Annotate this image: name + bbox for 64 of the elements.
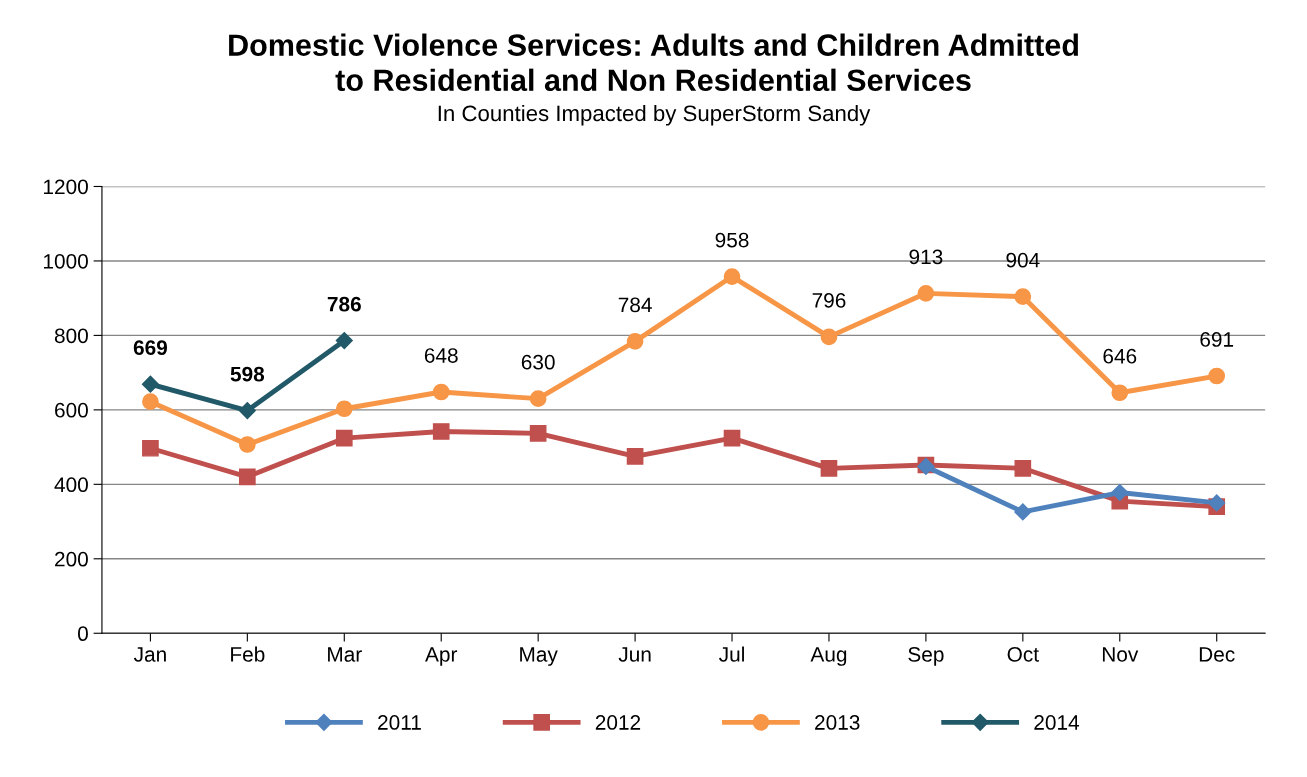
x-tick-label: Feb bbox=[231, 646, 265, 662]
legend-label: 2011 bbox=[378, 715, 421, 730]
x-tick-label: Mar bbox=[328, 647, 362, 662]
point bbox=[335, 400, 353, 418]
data-label: 630 bbox=[521, 354, 555, 370]
data-label: 958 bbox=[715, 232, 749, 248]
point bbox=[1014, 459, 1032, 477]
point bbox=[432, 423, 450, 440]
data-label: 784 bbox=[618, 297, 652, 313]
point bbox=[142, 439, 159, 457]
data-label: 913 bbox=[909, 249, 943, 265]
point bbox=[723, 429, 741, 447]
x-tick-label: Jan bbox=[133, 647, 166, 662]
point bbox=[1208, 367, 1226, 385]
point bbox=[432, 383, 450, 401]
point bbox=[1014, 503, 1032, 521]
point bbox=[723, 268, 741, 285]
point bbox=[141, 375, 159, 393]
chart-subtitle: In Counties Impacted by SuperStorm Sandy bbox=[438, 104, 871, 126]
data-label: 648 bbox=[424, 348, 458, 363]
point bbox=[238, 402, 256, 420]
point bbox=[239, 436, 256, 453]
point bbox=[626, 448, 644, 465]
x-tick-label: Sep bbox=[908, 647, 944, 666]
data-label: 786 bbox=[327, 296, 361, 312]
point bbox=[335, 332, 353, 350]
point bbox=[1111, 384, 1129, 402]
x-tick-label: Dec bbox=[1199, 647, 1235, 662]
data-label: 691 bbox=[1200, 332, 1234, 347]
data-label: 598 bbox=[230, 366, 265, 382]
y-tick-label: 600 bbox=[55, 402, 88, 418]
legend-label: 2014 bbox=[1034, 715, 1080, 730]
data-label: 646 bbox=[1103, 348, 1137, 364]
point bbox=[917, 284, 935, 302]
chart-title: Domestic Violence Services: Adults and Children Admitted to Residential and Non Residential Services bbox=[229, 33, 1078, 92]
point bbox=[529, 424, 547, 442]
data-label: 669 bbox=[133, 340, 168, 356]
point bbox=[239, 468, 256, 486]
x-tick-label: Nov bbox=[1102, 647, 1139, 662]
x-tick-label: May bbox=[520, 647, 558, 666]
data-label: 904 bbox=[1006, 252, 1040, 268]
x-tick-label: Jun bbox=[618, 647, 651, 662]
point bbox=[335, 429, 353, 447]
x-tick-label: Aug bbox=[810, 647, 847, 666]
legend-label: 2012 bbox=[595, 715, 641, 730]
data-label: 796 bbox=[812, 293, 846, 308]
point bbox=[142, 393, 159, 411]
y-tick-label: 200 bbox=[55, 551, 88, 567]
legend-label: 2013 bbox=[815, 715, 860, 730]
point bbox=[820, 459, 838, 477]
y-tick-label: 1200 bbox=[44, 179, 88, 195]
point bbox=[820, 328, 838, 346]
y-tick-label: 1000 bbox=[44, 253, 88, 269]
point bbox=[529, 390, 547, 408]
y-tick-label: 0 bbox=[77, 626, 88, 642]
point bbox=[1208, 494, 1226, 512]
point bbox=[1014, 288, 1032, 306]
point bbox=[626, 333, 644, 350]
x-tick-label: Apr bbox=[425, 647, 458, 666]
x-tick-label: Oct bbox=[1007, 647, 1039, 662]
y-tick-label: 800 bbox=[54, 328, 88, 344]
y-tick-label: 400 bbox=[54, 477, 88, 493]
point bbox=[1111, 483, 1129, 502]
x-tick-label: Jul bbox=[719, 646, 744, 662]
